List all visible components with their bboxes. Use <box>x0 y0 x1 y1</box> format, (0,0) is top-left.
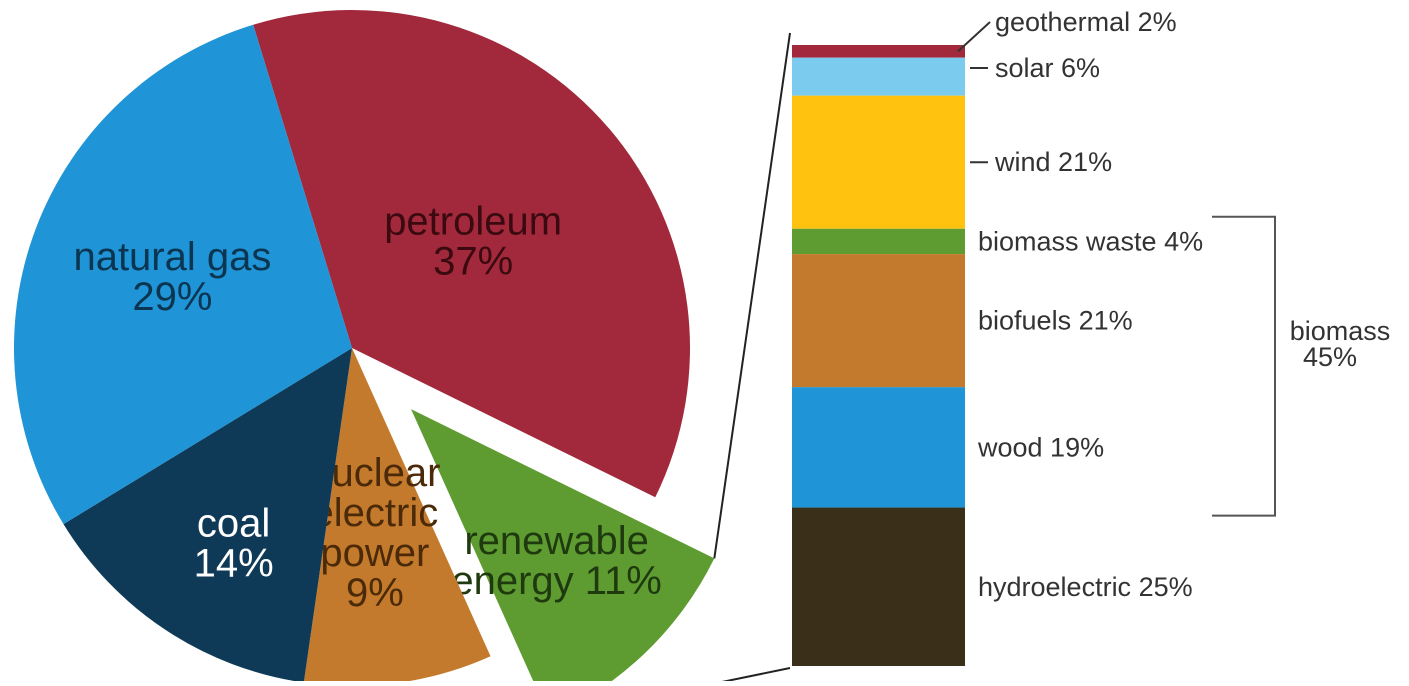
connector-line-top <box>713 32 791 559</box>
bar-segment-hydroelectric <box>792 507 965 666</box>
pie-label-line: 29% <box>132 275 212 319</box>
connector-line-bottom <box>697 667 791 686</box>
pie-slice-nuclear-electric-power <box>303 348 491 686</box>
bar-labels: geothermal 2% solar 6% wind 21% biomass was… <box>957 7 1203 602</box>
bar-label-wood: wood 19% <box>977 432 1104 462</box>
pie-label-line: electric <box>312 491 439 535</box>
bar-segment-wind <box>792 95 965 229</box>
bracket-line <box>1212 215 1276 517</box>
pie-label-line: 9% <box>346 571 404 615</box>
bar-segment-geothermal <box>792 45 965 58</box>
pie-label-line: natural gas <box>73 235 271 279</box>
pie-slice-natural-gas <box>14 24 353 525</box>
bar-label-biofuels: biofuels 21% <box>978 306 1133 336</box>
pie-label-petroleum: petroleum 37% <box>384 200 562 284</box>
pie-label-line: power <box>320 531 429 575</box>
bar-label-geothermal: geothermal 2% <box>995 7 1177 37</box>
group-label-line: 45% <box>1303 342 1357 372</box>
pie-label-line: renewable <box>464 519 649 563</box>
pie-label-line: 14% <box>194 542 274 586</box>
pie-label-natural-gas: natural gas 29% <box>73 235 271 319</box>
pie-label-line: energy 11% <box>451 559 662 603</box>
leader-line-geothermal <box>957 21 991 53</box>
group-label-biomass: biomass 45% <box>1290 316 1391 372</box>
bar-segment-biofuels <box>792 254 965 388</box>
pie-label-renewable-energy: renewable energy 11% <box>451 519 662 603</box>
group-label-line: biomass <box>1290 316 1391 346</box>
pie-slice-petroleum <box>253 10 690 498</box>
pie-slice-renewable-energy <box>411 409 715 686</box>
biomass-bracket: biomass 45% <box>1212 215 1391 517</box>
stacked-bar <box>792 45 965 666</box>
bar-segment-wood <box>792 387 965 508</box>
pie-label-line: coal <box>197 502 270 546</box>
pie-slice-coal <box>63 348 353 683</box>
bar-label-biomass-waste: biomass waste 4% <box>978 226 1203 256</box>
explode-connectors <box>697 32 791 686</box>
bar-segment-biomass-waste <box>792 228 965 255</box>
pie-chart: petroleum 37%renewable energy 11%nuclear el… <box>14 10 715 686</box>
bar-label-solar: solar 6% <box>995 53 1100 83</box>
bar-label-hydroelectric: hydroelectric 25% <box>978 572 1193 602</box>
bar-label-wind: wind 21% <box>994 147 1112 177</box>
pie-label-line: 37% <box>433 240 513 284</box>
pie-label-line: petroleum <box>384 200 562 244</box>
pie-label-coal: coal 14% <box>194 502 274 586</box>
bar-segment-solar <box>792 57 965 96</box>
